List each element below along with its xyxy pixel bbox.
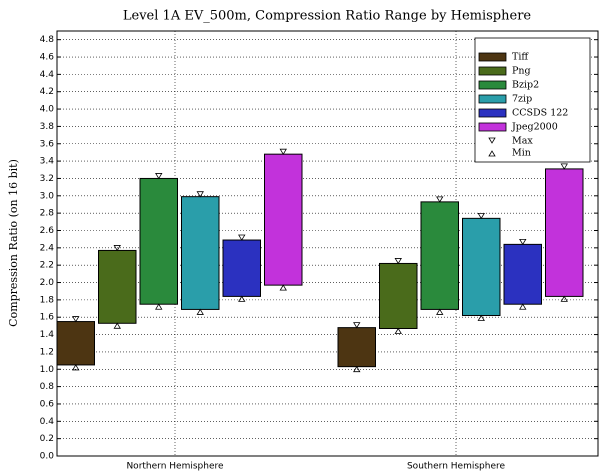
chart-title: Level 1A EV_500m, Compression Ratio Rang… (123, 9, 532, 24)
y-tick-label: 1.2 (40, 347, 54, 357)
max-marker (279, 148, 287, 155)
range-bar (56, 321, 95, 366)
max-marker (113, 245, 121, 252)
legend-label: Min (512, 148, 531, 159)
y-tick-label: 2.6 (40, 226, 55, 236)
y-tick-label: 1.0 (40, 365, 55, 375)
y-tick-label: 0.2 (40, 434, 54, 444)
range-bar (181, 196, 220, 310)
max-marker (196, 191, 204, 198)
range-bar (503, 243, 542, 305)
y-tick-label: 0.6 (40, 399, 55, 409)
y-tick-label: 2.4 (40, 243, 55, 253)
min-marker (436, 308, 444, 315)
legend-swatch (478, 94, 507, 104)
legend-swatch (478, 80, 507, 90)
min-marker (353, 365, 361, 373)
range-bar (379, 262, 418, 329)
x-tick-label: Northern Hemisphere (126, 462, 224, 472)
min-marker (394, 327, 402, 334)
min-marker (238, 295, 246, 302)
y-tick-label: 3.4 (40, 157, 55, 167)
max-marker (155, 173, 163, 180)
range-bar (139, 177, 178, 305)
legend-label: Png (512, 66, 531, 77)
max-marker (519, 238, 527, 246)
max-marker (477, 212, 485, 220)
min-marker (155, 303, 163, 310)
min-marker (196, 308, 204, 315)
y-tick-label: 2.8 (40, 209, 55, 219)
y-tick-label: 2.2 (40, 261, 54, 271)
y-tick-label: 1.6 (40, 313, 55, 323)
legend-label: Tiff (512, 52, 529, 63)
max-marker (72, 316, 80, 323)
y-tick-label: 3.6 (40, 139, 55, 149)
y-tick-label: 3.0 (40, 191, 55, 201)
min-marker (72, 364, 80, 371)
max-marker (353, 322, 361, 329)
legend-swatch (478, 122, 507, 132)
legend-swatch (478, 66, 507, 76)
min-marker (519, 303, 527, 310)
y-tick-label: 4.0 (40, 105, 55, 115)
y-axis-label: Compression Ratio (on 16 bit) (7, 159, 20, 327)
max-marker (238, 234, 246, 241)
legend-swatch (478, 108, 507, 118)
legend-label: Max (512, 136, 533, 147)
plot-frame (56, 30, 599, 457)
y-tick-label: 4.6 (40, 53, 55, 63)
min-marker (560, 295, 568, 302)
range-bar (545, 168, 584, 297)
range-bar (420, 201, 459, 310)
y-tick-label: 0.0 (40, 452, 55, 462)
legend-label: CCSDS 122 (512, 108, 568, 119)
y-tick-label: 4.2 (40, 87, 54, 97)
y-tick-label: 1.4 (40, 330, 55, 340)
y-tick-label: 0.8 (40, 382, 55, 392)
max-marker (436, 196, 444, 203)
y-tick-label: 3.2 (40, 174, 54, 184)
y-tick-label: 0.4 (40, 417, 55, 427)
legend-label: 7zip (512, 94, 532, 105)
x-tick-label: Southern Hemisphere (407, 462, 506, 472)
legend-label: Bzip2 (512, 80, 539, 91)
y-tick-label: 4.8 (40, 35, 55, 45)
range-bar (264, 153, 303, 286)
y-tick-label: 2.0 (40, 278, 55, 288)
min-marker (113, 322, 121, 329)
legend-swatch (478, 52, 507, 62)
range-bar (222, 239, 261, 297)
range-bar (98, 249, 137, 324)
legend-label: Jpeg2000 (511, 122, 558, 133)
range-bar (462, 217, 501, 316)
min-marker (477, 314, 485, 321)
max-marker (394, 258, 402, 265)
legend-min-marker (488, 150, 496, 157)
legend-max-marker (488, 137, 496, 144)
y-tick-label: 3.8 (40, 122, 55, 132)
y-tick-label: 4.4 (40, 70, 55, 80)
max-marker (560, 163, 568, 170)
min-marker (279, 284, 287, 291)
y-tick-label: 1.8 (40, 295, 55, 305)
range-bar (337, 327, 376, 368)
